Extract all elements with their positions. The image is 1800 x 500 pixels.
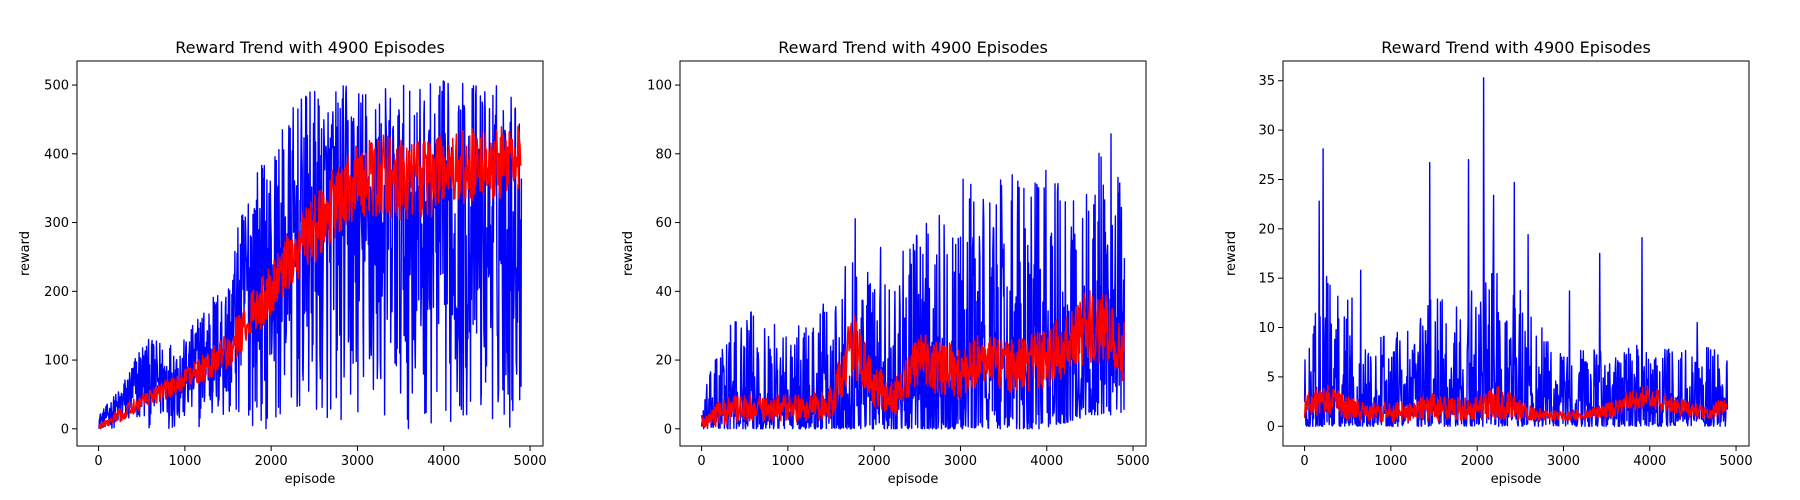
y-tick-label: 500	[44, 79, 69, 94]
y-tick-label: 400	[44, 147, 69, 162]
y-tick-label: 0	[1267, 420, 1275, 435]
x-tick-label: 3000	[341, 454, 374, 469]
x-tick-label: 4000	[1633, 454, 1666, 469]
x-tick-label: 0	[1300, 454, 1308, 469]
y-axis-label: reward	[621, 231, 636, 276]
x-tick-label: 4000	[1030, 454, 1063, 469]
x-tick-label: 5000	[1117, 454, 1150, 469]
y-tick-label: 20	[1258, 222, 1275, 237]
plot-area	[98, 80, 523, 430]
y-tick-label: 20	[655, 354, 672, 369]
x-axis-label: episode	[888, 472, 939, 487]
smoothed-reward-line	[1303, 384, 1728, 423]
y-tick-label: 30	[1258, 124, 1275, 139]
y-tick-label: 0	[61, 422, 69, 437]
y-tick-label: 25	[1258, 173, 1275, 188]
x-axis-label: episode	[285, 472, 336, 487]
y-tick-label: 5	[1267, 370, 1275, 385]
y-tick-label: 10	[1258, 321, 1275, 336]
x-tick-label: 1000	[771, 454, 804, 469]
x-tick-label: 1000	[168, 454, 201, 469]
axes-frame	[679, 60, 1147, 447]
chart-panel-3: 0 1000 2000 3000 4000 5000 0 5 10 15 20 25 30 35 Rewar…	[1224, 38, 1753, 487]
x-tick-label: 3000	[944, 454, 977, 469]
y-axis-label: reward	[1224, 231, 1239, 276]
chart-title: Reward Trend with 4900 Episodes	[1381, 38, 1651, 57]
y-tick-label: 35	[1258, 74, 1275, 89]
chart-panel-1: 0 1000 2000 3000 4000 5000 0 100 200 300 400 500 Rew…	[18, 38, 547, 487]
x-tick-label: 2000	[1461, 454, 1494, 469]
raw-reward-line	[700, 133, 1126, 430]
x-tick-label: 1000	[1374, 454, 1407, 469]
smoothed-reward-line	[98, 125, 522, 430]
x-tick-label: 2000	[255, 454, 288, 469]
x-tick-label: 2000	[858, 454, 891, 469]
raw-reward-line	[1303, 77, 1729, 427]
x-tick-label: 3000	[1547, 454, 1580, 469]
chart-title: Reward Trend with 4900 Episodes	[778, 38, 1048, 57]
y-tick-label: 80	[655, 147, 672, 162]
y-tick-label: 100	[647, 79, 672, 94]
axes-frame	[1282, 60, 1750, 447]
x-axis-label: episode	[1491, 472, 1542, 487]
x-tick-label: 0	[94, 454, 102, 469]
y-tick-label: 60	[655, 216, 672, 231]
smoothed-reward-line	[700, 290, 1125, 429]
x-tick-label: 0	[697, 454, 705, 469]
y-tick-label: 40	[655, 285, 672, 300]
chart-panel-2: 0 1000 2000 3000 4000 5000 0 20 40 60 80 100 Reward …	[621, 38, 1150, 487]
x-tick-label: 5000	[514, 454, 547, 469]
y-tick-label: 300	[44, 216, 69, 231]
y-tick-label: 200	[44, 285, 69, 300]
x-tick-label: 5000	[1720, 454, 1753, 469]
axes-frame	[76, 60, 544, 447]
raw-reward-line	[98, 80, 523, 430]
y-tick-label: 15	[1258, 272, 1275, 287]
y-tick-label: 100	[44, 354, 69, 369]
y-axis-label: reward	[18, 231, 33, 276]
plot-area	[1303, 77, 1729, 427]
y-tick-label: 0	[664, 422, 672, 437]
chart-title: Reward Trend with 4900 Episodes	[175, 38, 445, 57]
x-tick-label: 4000	[427, 454, 460, 469]
plot-area	[700, 133, 1126, 430]
